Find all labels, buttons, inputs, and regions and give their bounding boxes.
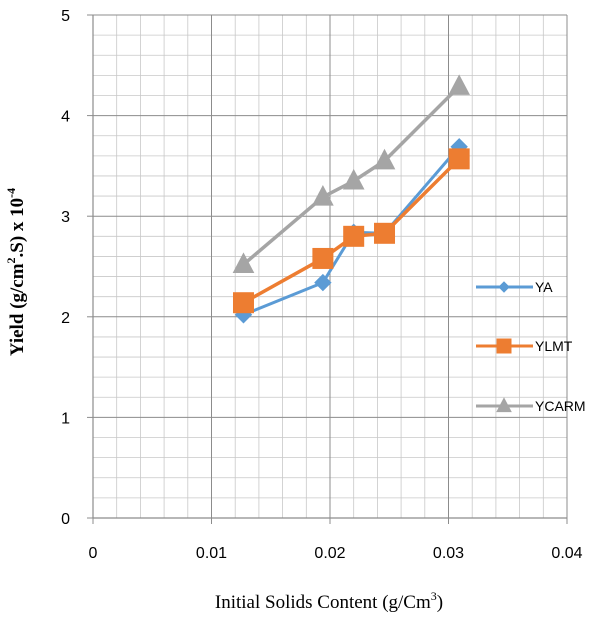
y-tick-label: 4 <box>61 109 70 126</box>
legend-label: YLMT <box>535 338 573 354</box>
legend-marker <box>496 397 512 413</box>
x-tick-label: 0.04 <box>551 545 582 562</box>
legend: YA YLMT YCARM <box>476 279 586 414</box>
legend-item-ya: YA <box>476 279 553 295</box>
x-axis-title: Initial Solids Content (g/Cm3) <box>215 589 443 613</box>
y-tick-label: 0 <box>61 511 70 528</box>
data-point <box>342 168 365 190</box>
legend-marker <box>496 338 512 354</box>
y-tick-label: 3 <box>61 209 70 226</box>
x-tick-label: 0.02 <box>314 545 345 562</box>
legend-item-ycarm: YCARM <box>476 397 586 414</box>
x-tick-label: 0 <box>89 545 98 562</box>
data-point <box>232 292 254 314</box>
y-tick-label: 1 <box>61 410 70 427</box>
data-point <box>448 74 470 95</box>
y-tick-label: 2 <box>61 310 70 327</box>
series-ylmt <box>232 148 470 314</box>
data-point <box>314 273 332 292</box>
data-point <box>232 252 255 273</box>
y-axis-title: Yield (g/cm2.S) x 10-4 <box>4 188 28 356</box>
axes <box>87 14 568 524</box>
series-group <box>232 74 470 324</box>
data-point <box>448 148 470 170</box>
y-tick-label: 5 <box>61 8 70 25</box>
data-point <box>343 225 365 247</box>
legend-marker <box>498 281 510 293</box>
tick-labels: 0 0.01 0.02 0.03 0.04 0 1 2 3 4 5 <box>61 8 583 562</box>
x-tick-label: 0.03 <box>433 545 464 562</box>
major-gridlines <box>93 14 568 518</box>
data-point <box>374 222 396 244</box>
legend-label: YCARM <box>535 398 586 414</box>
legend-label: YA <box>535 279 553 295</box>
series-ycarm <box>232 74 470 273</box>
data-point <box>312 247 334 269</box>
data-point <box>312 185 334 206</box>
legend-item-ylmt: YLMT <box>476 338 573 354</box>
x-tick-label: 0.01 <box>196 545 227 562</box>
data-point <box>373 148 396 170</box>
